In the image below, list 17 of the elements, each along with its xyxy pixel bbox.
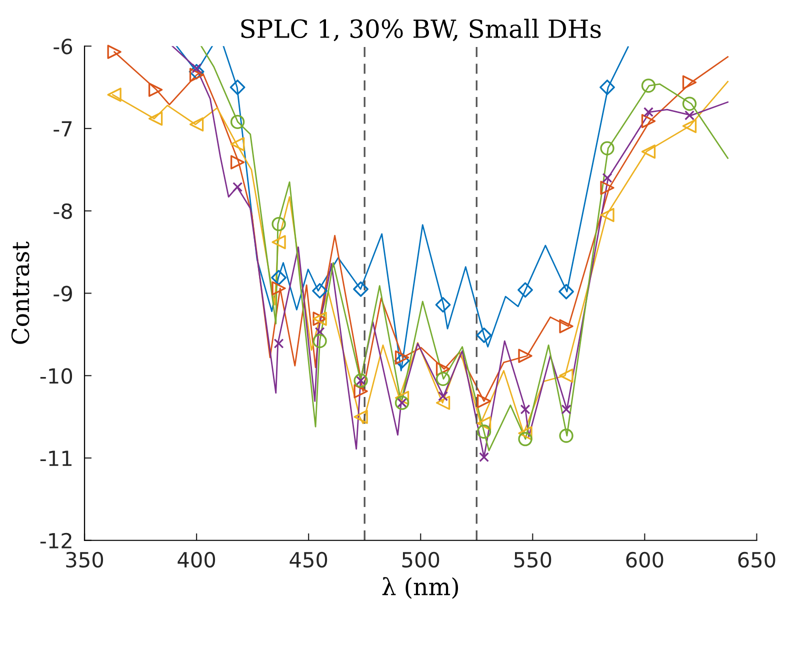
y-axis-title: Contrast	[11, 241, 30, 344]
y-tick-label: -9	[54, 286, 72, 302]
y-tick-label: -10	[40, 368, 72, 384]
y-tick-label: -6	[54, 38, 72, 54]
x-tick-label: 400	[178, 552, 216, 568]
x-tick-label: 650	[738, 552, 776, 568]
x-tick-label: 600	[626, 552, 664, 568]
x-tick-label: 550	[514, 552, 552, 568]
y-tick-label: -7	[54, 121, 72, 136]
y-tick-label: -8	[54, 203, 72, 220]
y-tick-label: -12	[40, 532, 72, 548]
x-tick-label: 350	[66, 552, 104, 568]
x-axis-title: λ (nm)	[382, 577, 458, 599]
y-tick-label: -11	[40, 450, 72, 466]
x-tick-label: 450	[290, 552, 328, 568]
x-tick-label: 500	[402, 552, 440, 568]
chart-title: SPLC 1, 30% BW, Small DHs	[241, 18, 601, 42]
